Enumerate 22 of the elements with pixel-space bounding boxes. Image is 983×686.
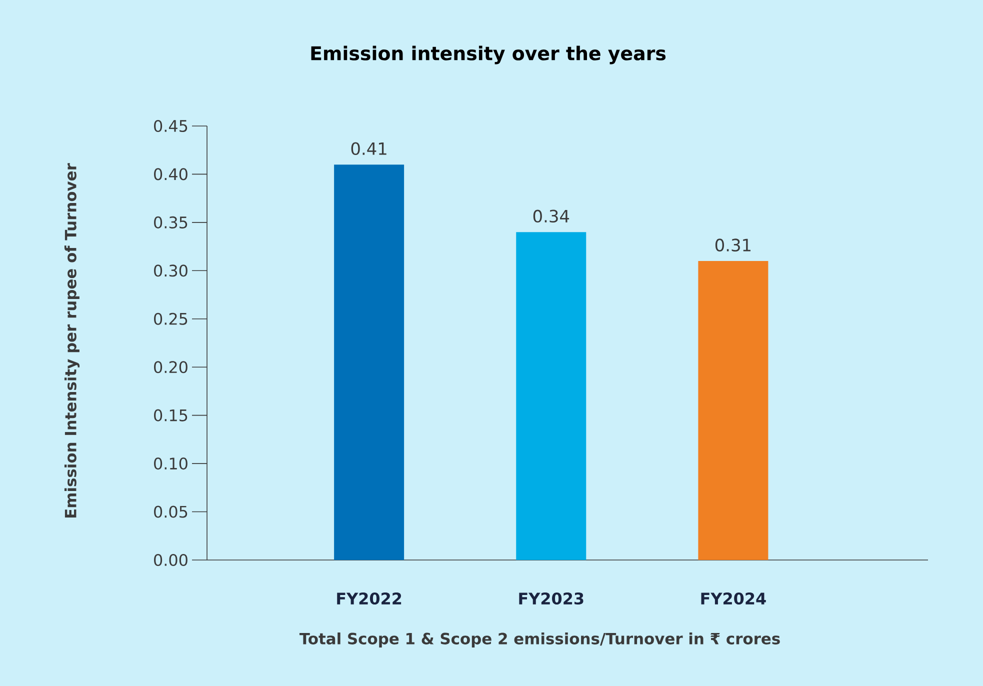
y-tick-label: 0.00 [154,554,188,566]
bar [516,232,586,560]
x-tick-label: FY2022 [337,592,402,605]
y-tick-label: 0.30 [154,264,188,277]
y-tick-label: 0.25 [154,312,188,325]
chart-title: Emission intensity over the years [311,46,666,64]
x-tick-label: FY2023 [519,592,584,605]
bar [334,164,404,560]
y-tick-label: 0.35 [154,216,188,228]
data-label: 0.31 [715,238,750,252]
y-axis-title: Emission Intensity per rupee of Turnover [64,163,80,518]
y-tick-label: 0.45 [154,120,188,132]
y-tick-label: 0.15 [154,409,188,422]
y-tick-label: 0.40 [154,168,188,180]
x-tick-label: FY2024 [701,592,766,605]
y-tick-label: 0.20 [154,361,188,374]
y-tick-label: 0.05 [154,506,188,518]
data-label: 0.41 [351,142,386,156]
data-label: 0.34 [533,210,570,223]
bar [698,261,768,560]
x-axis-title: Total Scope 1 & Scope 2 emissions/Turnover in ₹ crores [299,632,780,648]
y-tick-label: 0.10 [154,458,188,470]
